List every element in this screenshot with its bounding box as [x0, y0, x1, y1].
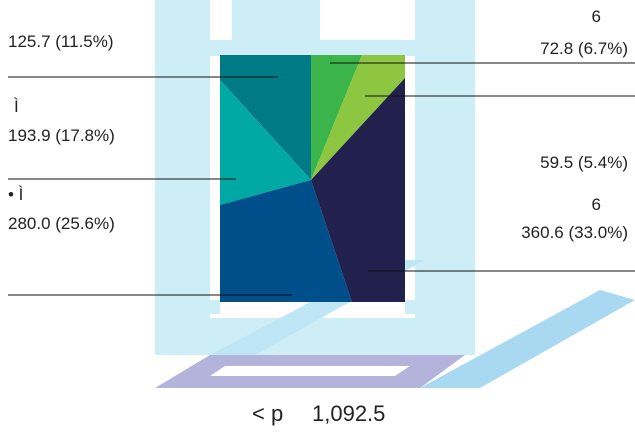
- bg-base-inner: [210, 366, 410, 376]
- background-logo: [155, 0, 635, 388]
- segment-2: [220, 80, 311, 205]
- bg-bar-inner-right: [405, 300, 450, 314]
- label-3-prefix: • Ì: [8, 185, 23, 204]
- total-label: < p: [252, 401, 283, 426]
- segment-6: [311, 78, 405, 302]
- segment-3: [220, 180, 352, 302]
- bg-bar-right: [415, 0, 475, 355]
- label-6-value: 360.6 (33.0%): [521, 223, 628, 242]
- segment-1: [220, 55, 311, 180]
- segment-5: [311, 55, 405, 180]
- label-1-value: 125.7 (11.5%): [8, 32, 114, 51]
- bg-bar-mid: [232, 0, 320, 40]
- bg-bar-inner-left: [175, 300, 220, 314]
- total-value: 1,092.5: [312, 401, 385, 426]
- bg-bar-bottom: [165, 318, 465, 355]
- label-4-value: 72.8 (6.7%): [540, 39, 628, 58]
- bg-bar-top: [200, 40, 460, 56]
- label-5-value: 59.5 (5.4%): [540, 153, 628, 172]
- bg-stripe-right: [420, 290, 635, 388]
- label-2-prefix: Ì: [14, 97, 19, 116]
- treemap: [220, 55, 405, 302]
- label-6-prefix: 6: [592, 195, 601, 214]
- bg-bar-left: [155, 0, 210, 355]
- label-3-value: 280.0 (25.6%): [8, 214, 115, 233]
- label-2-value: 193.9 (17.8%): [8, 126, 115, 145]
- label-4-prefix: 6: [592, 7, 601, 26]
